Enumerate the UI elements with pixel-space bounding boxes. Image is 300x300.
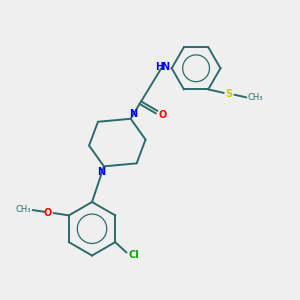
Text: O: O xyxy=(44,208,52,218)
Text: S: S xyxy=(225,88,232,98)
Text: H: H xyxy=(155,62,163,72)
Text: Cl: Cl xyxy=(128,250,139,260)
Text: N: N xyxy=(129,109,137,119)
Text: CH₃: CH₃ xyxy=(248,93,263,102)
Text: N: N xyxy=(161,62,169,72)
Text: N: N xyxy=(98,167,106,177)
Text: CH₃: CH₃ xyxy=(15,205,31,214)
Text: O: O xyxy=(159,110,167,120)
